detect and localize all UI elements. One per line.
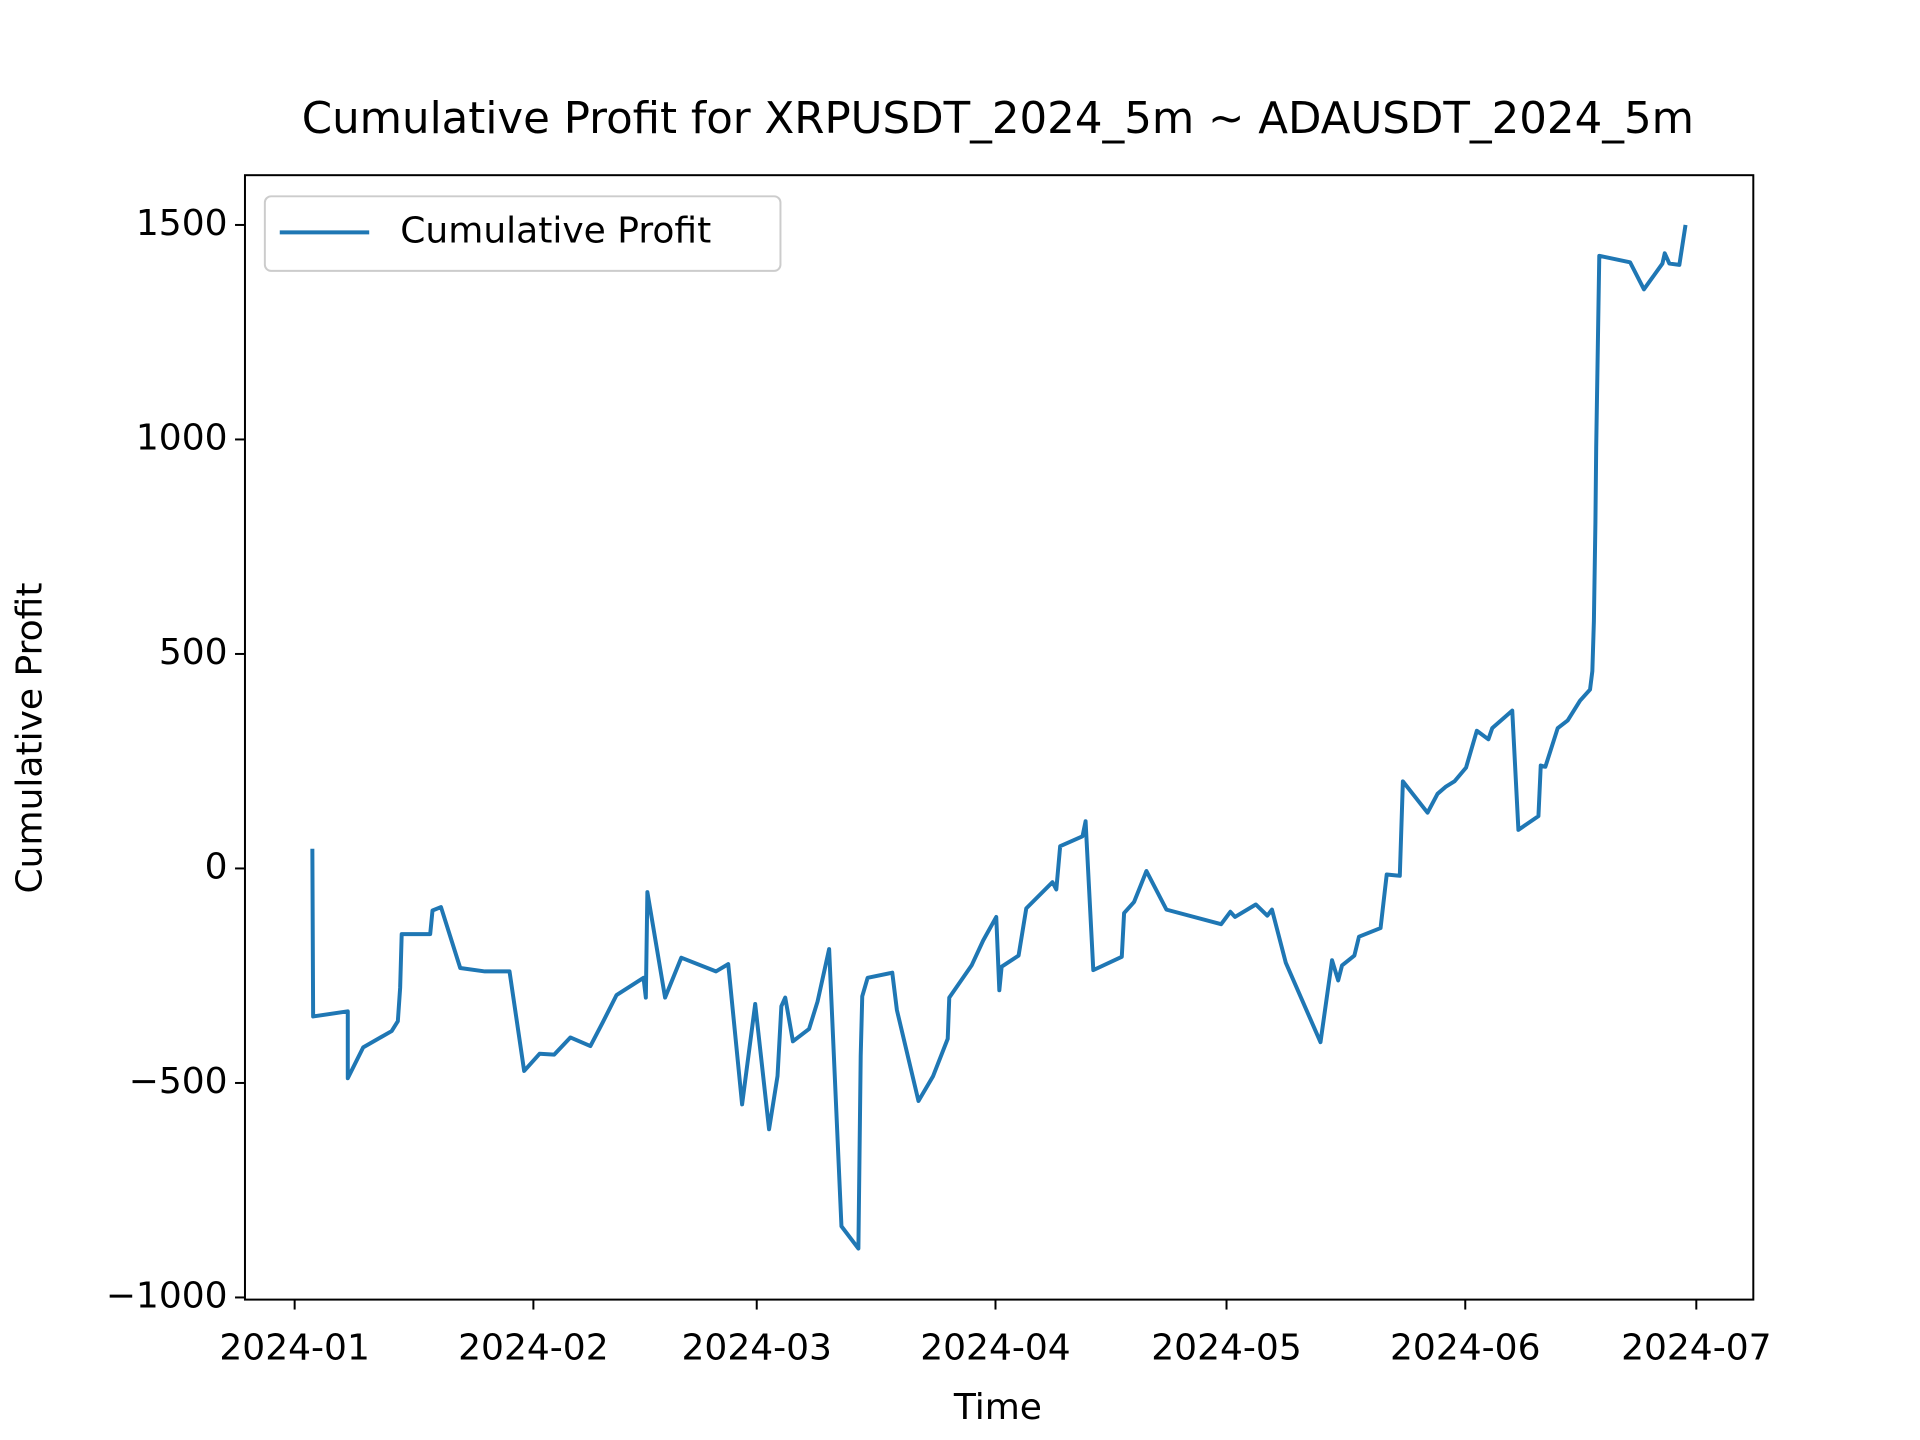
y-tick-label: 500 <box>159 632 228 673</box>
x-axis-label: Time <box>953 1387 1042 1428</box>
plot-frame <box>243 174 1755 1301</box>
legend-box <box>263 195 782 272</box>
y-tick-label: 0 <box>205 846 228 887</box>
x-tick-label: 2024-05 <box>1151 1327 1301 1368</box>
x-tick-label: 2024-04 <box>920 1327 1070 1368</box>
y-tick-label: 1500 <box>136 203 228 244</box>
x-tick-label: 2024-01 <box>219 1327 369 1368</box>
y-tick-label: −1000 <box>106 1275 228 1316</box>
legend-label: Cumulative Profit <box>400 210 711 251</box>
y-tick-label: −500 <box>129 1061 228 1102</box>
y-tick-label: 1000 <box>136 417 228 458</box>
x-tick-label: 2024-03 <box>681 1327 831 1368</box>
data-line <box>310 224 1688 1251</box>
x-tick-label: 2024-06 <box>1390 1327 1540 1368</box>
x-tick-label: 2024-07 <box>1621 1327 1771 1368</box>
y-axis-label: Cumulative Profit <box>9 583 50 894</box>
chart-title: Cumulative Profit for XRPUSDT_2024_5m ~ … <box>302 94 1694 144</box>
x-tick-label: 2024-02 <box>458 1327 608 1368</box>
